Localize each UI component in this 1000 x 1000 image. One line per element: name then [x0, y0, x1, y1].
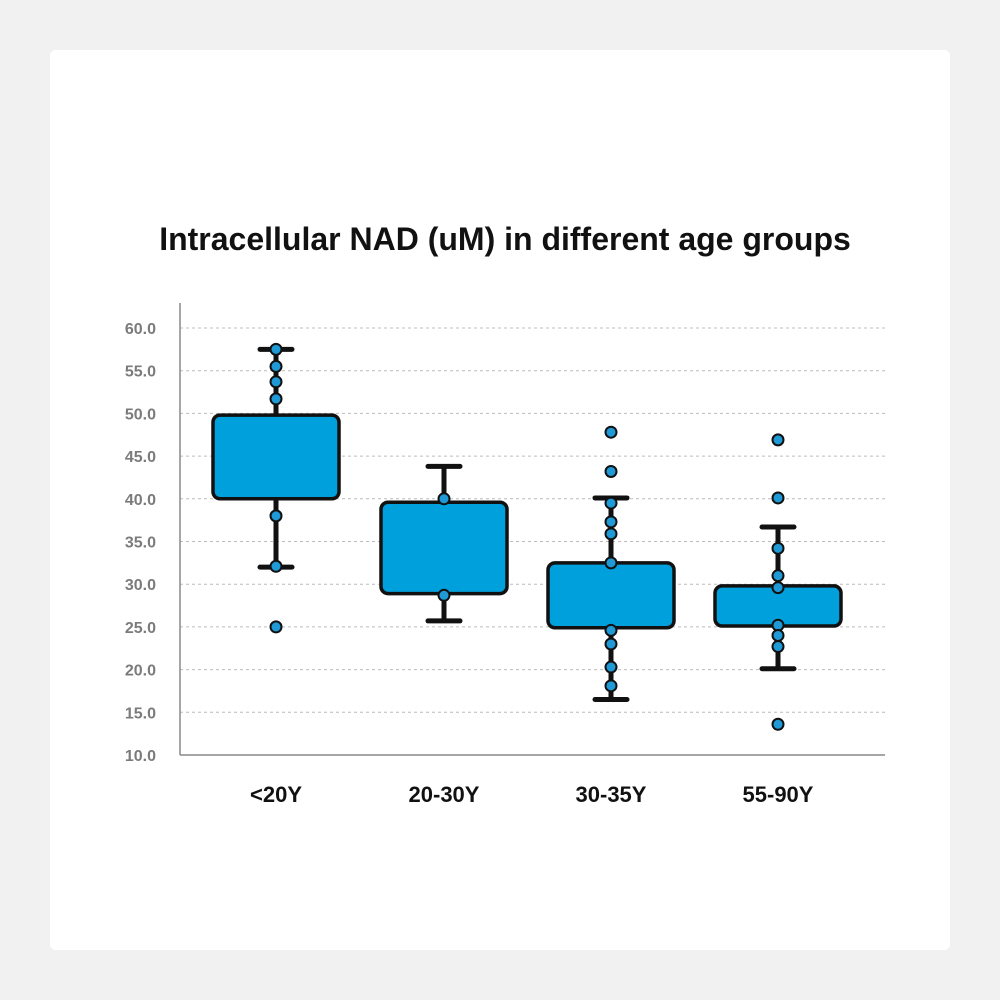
data-point [269, 620, 283, 634]
data-point [771, 717, 785, 731]
data-point [269, 359, 283, 373]
label-layer: 10.0 15.0 20.0 25.0 30.0 35.0 40.0 45.0 50.0 55.0… [125, 321, 814, 807]
data-point [269, 509, 283, 523]
y-tick-label: 35.0 [125, 535, 156, 552]
data-point [604, 515, 618, 529]
y-tick-label: 25.0 [125, 620, 156, 637]
y-tick-label: 20.0 [125, 663, 156, 680]
y-tick-label: 55.0 [125, 364, 156, 381]
data-point [604, 496, 618, 510]
x-tick-label: 20-30Y [409, 782, 480, 807]
data-point [771, 569, 785, 583]
y-tick-label: 50.0 [125, 406, 156, 423]
data-point [604, 425, 618, 439]
x-tick-label: 30-35Y [576, 782, 647, 807]
data-point [604, 637, 618, 651]
data-point [771, 491, 785, 505]
x-tick-label: 55-90Y [743, 782, 814, 807]
data-point [437, 588, 451, 602]
y-tick-label: 15.0 [125, 705, 156, 722]
data-point [604, 679, 618, 693]
box-group-20-30Y [379, 463, 509, 624]
y-tick-label: 30.0 [125, 577, 156, 594]
x-tick-label: <20Y [250, 782, 302, 807]
y-tick-label: 45.0 [125, 449, 156, 466]
data-point [269, 392, 283, 406]
data-point [771, 541, 785, 555]
data-point [269, 559, 283, 573]
iqr-box [379, 500, 509, 596]
data-point [604, 464, 618, 478]
data-point [771, 628, 785, 642]
box-layer [211, 342, 843, 731]
chart-card: Intracellular NAD (uM) in different age … [50, 50, 950, 950]
box-plot-chart: Intracellular NAD (uM) in different age … [125, 221, 885, 807]
data-point [269, 375, 283, 389]
y-tick-label: 10.0 [125, 748, 156, 765]
y-tick-label: 60.0 [125, 321, 156, 338]
axis-layer [179, 303, 885, 756]
data-point [269, 342, 283, 356]
data-point [604, 623, 618, 637]
box-group-55-90Y [713, 433, 843, 731]
data-point [771, 433, 785, 447]
data-point [604, 660, 618, 674]
box-group-<20Y [211, 342, 341, 634]
iqr-box [211, 413, 341, 501]
data-point [771, 581, 785, 595]
data-point [604, 527, 618, 541]
iqr-box [546, 561, 676, 630]
box-group-30-35Y [546, 425, 676, 702]
chart-title: Intracellular NAD (uM) in different age … [159, 221, 851, 257]
data-point [437, 492, 451, 506]
data-point [604, 556, 618, 570]
data-point [771, 640, 785, 654]
y-tick-label: 40.0 [125, 492, 156, 509]
